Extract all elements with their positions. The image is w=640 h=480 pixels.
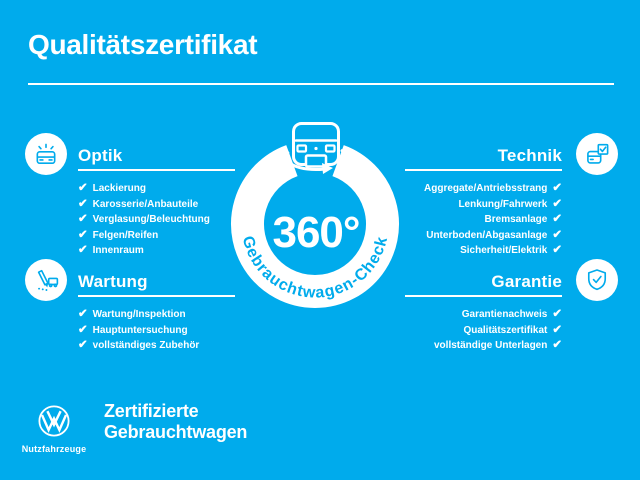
check-item: Garantienachweis ✔ xyxy=(405,307,562,323)
section-technik: Technik Aggregate/Antriebsstrang ✔ Lenkun… xyxy=(405,145,562,259)
check-item: vollständige Unterlagen ✔ xyxy=(405,338,562,354)
check-item: Lenkung/Fahrwerk ✔ xyxy=(405,197,562,213)
section-divider xyxy=(78,295,235,297)
check-item-label: Qualitätszertifikat xyxy=(463,324,548,336)
check-icon: ✔ xyxy=(78,308,88,320)
badge-curved-label: Gebrauchtwagen-Check xyxy=(239,234,392,302)
check-icon: ✔ xyxy=(78,323,88,336)
check-item: Qualitätszertifikat ✔ xyxy=(405,323,562,339)
car-checklist-icon xyxy=(576,133,618,175)
check-icon: ✔ xyxy=(552,308,562,320)
section-title: Optik xyxy=(78,146,123,165)
check-item: ✔ Felgen/Reifen xyxy=(78,228,235,244)
check-item-label: Karosserie/Anbauteile xyxy=(92,198,199,210)
pen-vehicle-icon xyxy=(25,259,67,301)
check-item-label: Felgen/Reifen xyxy=(92,229,159,241)
section-divider xyxy=(78,169,235,171)
check-item: ✔ Wartung/Inspektion xyxy=(78,307,235,323)
check-icon: ✔ xyxy=(78,244,88,257)
footer-tagline: Zertifizierte Gebrauchtwagen xyxy=(104,401,247,442)
check-icon: ✔ xyxy=(78,197,88,210)
section-divider xyxy=(405,169,562,171)
check-icon: ✔ xyxy=(552,228,562,241)
check-item: ✔ Verglasung/Beleuchtung xyxy=(78,212,235,228)
check-item: Sicherheit/Elektrik ✔ xyxy=(405,243,562,259)
car-shine-icon xyxy=(25,133,67,175)
shield-check-icon xyxy=(576,259,618,301)
check-item-label: Sicherheit/Elektrik xyxy=(460,245,548,257)
section-optik: Optik ✔ Lackierung ✔ Karosserie/Anbauteile… xyxy=(78,145,235,259)
check-item-label: Verglasung/Beleuchtung xyxy=(92,214,210,226)
check-icon: ✔ xyxy=(78,213,88,226)
check-icon: ✔ xyxy=(78,339,88,352)
check-item-label: Wartung/Inspektion xyxy=(92,309,186,320)
check-item-label: Unterboden/Abgasanlage xyxy=(426,229,548,241)
check-item: ✔ vollständiges Zubehör xyxy=(78,338,235,354)
check-item-label: Lenkung/Fahrwerk xyxy=(458,198,548,210)
check-icon: ✔ xyxy=(552,197,562,210)
check-item-label: vollständiges Zubehör xyxy=(92,340,200,352)
check-icon: ✔ xyxy=(78,182,88,194)
check-item-label: Innenraum xyxy=(92,245,144,257)
check-item: ✔ Innenraum xyxy=(78,243,235,259)
section-wartung: Wartung ✔ Wartung/Inspektion ✔ Hauptunters… xyxy=(78,271,235,354)
check-item: Aggregate/Antriebsstrang ✔ xyxy=(405,181,562,197)
check-item-label: Bremsanlage xyxy=(484,214,548,226)
checklist: Aggregate/Antriebsstrang ✔ Lenkung/Fahrwe… xyxy=(405,181,562,259)
check-icon: ✔ xyxy=(552,339,562,352)
checklist: Garantienachweis ✔ Qualitätszertifikat ✔ v… xyxy=(405,307,562,354)
title-divider xyxy=(28,83,614,85)
check-item: ✔ Karosserie/Anbauteile xyxy=(78,197,235,213)
check-item-label: Lackierung xyxy=(92,183,146,194)
page-title: Qualitätszertifikat xyxy=(28,29,258,60)
section-title: Technik xyxy=(497,146,562,165)
car-rotation-icon xyxy=(284,122,348,174)
check-item-label: Garantienachweis xyxy=(461,309,548,320)
check-icon: ✔ xyxy=(78,228,88,241)
section-title: Garantie xyxy=(491,272,562,291)
check-item: Unterboden/Abgasanlage ✔ xyxy=(405,228,562,244)
check-item-label: Hauptuntersuchung xyxy=(92,324,188,336)
checklist: ✔ Lackierung ✔ Karosserie/Anbauteile ✔ Verg… xyxy=(78,181,235,259)
check-item-label: vollständige Unterlagen xyxy=(434,340,548,352)
check-icon: ✔ xyxy=(552,182,562,194)
check-icon: ✔ xyxy=(552,323,562,336)
check-item-label: Aggregate/Antriebsstrang xyxy=(424,183,548,194)
check-item: ✔ Lackierung xyxy=(78,181,235,197)
badge-ring xyxy=(231,145,399,309)
check-icon: ✔ xyxy=(552,244,562,257)
section-garantie: Garantie Garantienachweis ✔ Qualitätszert… xyxy=(405,271,562,354)
footer-tagline-line2: Gebrauchtwagen xyxy=(104,421,248,442)
check-icon: ✔ xyxy=(552,213,562,226)
vw-logo-icon xyxy=(38,405,70,437)
badge-value: 360° xyxy=(272,208,359,257)
check-item: Bremsanlage ✔ xyxy=(405,212,562,228)
checklist: ✔ Wartung/Inspektion ✔ Hauptuntersuchung ✔… xyxy=(78,307,235,354)
section-divider xyxy=(405,295,562,297)
check-item: ✔ Hauptuntersuchung xyxy=(78,323,235,339)
brand-sub-label: Nutzfahrzeuge xyxy=(21,444,87,454)
section-title: Wartung xyxy=(78,272,148,291)
footer-tagline-line1: Zertifizierte xyxy=(104,401,199,421)
